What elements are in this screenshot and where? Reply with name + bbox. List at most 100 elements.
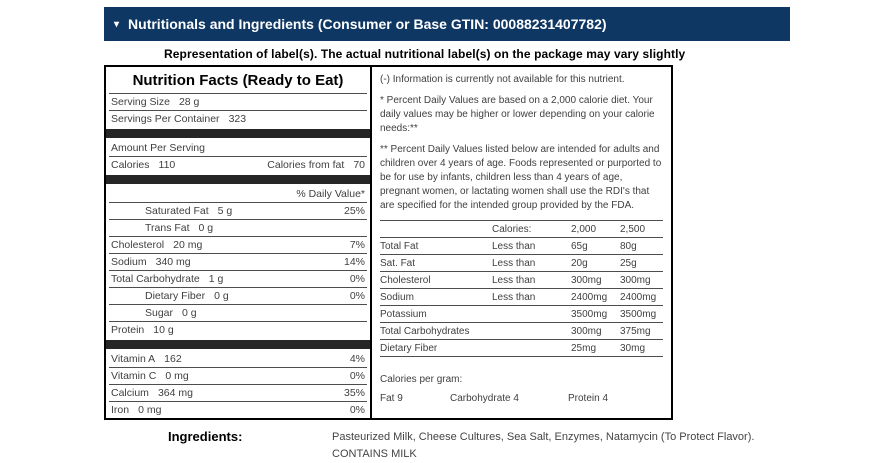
ingredients-text: Pasteurized Milk, Cheese Cultures, Sea S… (332, 431, 755, 460)
dv-value-2000: 3500mg (571, 309, 608, 320)
dv-col-2000: 2,000 (571, 224, 597, 235)
vitamin-row-vitamin-c: Vitamin C 0 mg 0% (109, 368, 367, 385)
ingredients-section: Ingredients: Pasteurized Milk, Cheese Cu… (104, 429, 790, 463)
nutrient-amount: 162 (164, 353, 182, 365)
nutrient-dv: 0% (349, 273, 365, 285)
nutrient-amount: 0 mg (138, 404, 162, 416)
dv-value-2000: 300mg (571, 326, 602, 337)
nutrient-name: Iron (111, 404, 130, 416)
dv-row-cholesterol: Cholesterol Less than 300mg 300mg (380, 272, 663, 289)
nutrient-dv: 35% (343, 387, 365, 399)
nutrient-name: Sugar (145, 307, 174, 319)
nutritionals-section: ▾ Nutritionals and Ingredients (Consumer… (104, 7, 790, 463)
nutrient-name: Dietary Fiber (145, 290, 206, 302)
nutrient-amount: 5 g (217, 205, 233, 217)
calories-per-gram-title: Calories per gram: (380, 374, 463, 385)
nutrient-amount: 10 g (153, 324, 174, 336)
calories-row: Calories 110 Calories from fat 70 (109, 157, 367, 173)
nutrient-name: Saturated Fat (145, 205, 209, 217)
nutrient-name: Serving Size (111, 96, 170, 108)
nutrient-row-total-carbohydrate: Total Carbohydrate 1 g 0% (109, 271, 367, 288)
nutrient-dv: 0% (349, 404, 365, 416)
vitamin-row-iron: Iron 0 mg 0% (109, 402, 367, 418)
nutrient-amount: 0 g (182, 307, 197, 319)
dv-qualifier: Less than (492, 258, 536, 269)
dv-value-2500: 80g (620, 241, 637, 252)
nutrient-name: Trans Fat (145, 222, 190, 234)
nutrient-dv: 0% (349, 290, 365, 302)
dv-value-2000: 65g (571, 241, 588, 252)
section-header-nutritionals[interactable]: ▾ Nutritionals and Ingredients (Consumer… (104, 7, 790, 41)
dv-value-2000: 2400mg (571, 292, 608, 303)
note-percent-dv-adults: ** Percent Daily Values listed below are… (380, 144, 662, 211)
nutrient-amount: 0 g (198, 222, 214, 234)
nutrient-row-trans-fat: Trans Fat 0 g (109, 220, 367, 237)
nutrient-name: Protein (111, 324, 145, 336)
dv-nutrient: Total Fat (380, 241, 419, 252)
nutrient-amount: 0 mg (165, 370, 189, 382)
nutrient-name: Cholesterol (111, 239, 165, 251)
nutrient-amount: 28 g (178, 96, 200, 108)
calories-from-fat-value: 70 (353, 159, 365, 171)
dv-qualifier (492, 343, 571, 354)
dv-qualifier: Less than (492, 275, 536, 286)
nutrient-amount: 0 g (214, 290, 229, 302)
dv-nutrient: Total Carbohydrates (380, 326, 470, 337)
section-title: Nutritionals and Ingredients (Consumer o… (128, 16, 607, 32)
dv-value-2500: 30mg (620, 343, 646, 354)
dv-qualifier (492, 309, 571, 320)
nutrient-name: Sodium (111, 256, 147, 268)
thick-divider-bar (106, 340, 370, 349)
ingredients-label: Ingredients: (168, 429, 243, 444)
dv-qualifier (492, 326, 571, 337)
dv-value-2000: 20g (571, 258, 588, 269)
daily-values-table: Calories: 2,000 2,500 Total Fat Less tha… (380, 220, 663, 357)
thick-divider-bar (106, 175, 370, 184)
dv-col-calories: Calories: (492, 224, 532, 235)
dv-value-2500: 375mg (620, 326, 651, 337)
nutrient-name: Calories (111, 159, 150, 171)
chevron-down-icon: ▾ (114, 18, 120, 30)
nutrient-amount: 364 mg (157, 387, 193, 399)
calories-per-gram-row: Fat 9 Carbohydrate 4 Protein 4 (380, 393, 663, 405)
dv-col-empty (380, 224, 492, 235)
dv-value-2000: 300mg (571, 275, 602, 286)
calories-per-gram-carbohydrate: Carbohydrate 4 (450, 393, 519, 404)
nutrient-dv: 14% (343, 256, 365, 268)
daily-values-panel: (-) Information is currently not availab… (372, 67, 671, 418)
dv-value-2500: 3500mg (620, 309, 657, 320)
nutrient-amount: 340 mg (155, 256, 191, 268)
dv-row-sodium: Sodium Less than 2400mg 2400mg (380, 289, 663, 306)
dv-row-sat-fat: Sat. Fat Less than 20g 25g (380, 255, 663, 272)
dv-row-total-carbohydrates: Total Carbohydrates 300mg 375mg (380, 323, 663, 340)
nutrient-name: Total Carbohydrate (111, 273, 200, 285)
dv-nutrient: Sat. Fat (380, 258, 416, 269)
dv-table-header-row: Calories: 2,000 2,500 (380, 220, 663, 238)
dv-row-dietary-fiber: Dietary Fiber 25mg 30mg (380, 340, 663, 357)
dv-qualifier: Less than (492, 241, 536, 252)
serving-size-row: Serving Size 28 g (109, 94, 367, 111)
amount-per-serving-label: Amount Per Serving (111, 142, 205, 154)
dv-qualifier: Less than (492, 292, 536, 303)
dv-row-potassium: Potassium 3500mg 3500mg (380, 306, 663, 323)
note-percent-dv: * Percent Daily Values are based on a 2,… (380, 95, 655, 134)
nutrient-name: Vitamin A (111, 353, 156, 365)
nutrient-row-protein: Protein 10 g (109, 322, 367, 338)
thick-divider-bar (106, 129, 370, 138)
calories-per-gram-protein: Protein 4 (568, 393, 609, 404)
calories-from-fat-label: Calories from fat (267, 159, 345, 171)
nutrition-facts-title: Nutrition Facts (Ready to Eat) (109, 67, 367, 94)
nutrient-amount: 1 g (208, 273, 224, 285)
label-representation-disclaimer: Representation of label(s). The actual n… (164, 47, 686, 61)
nutrition-facts-label: Nutrition Facts (Ready to Eat) Serving S… (106, 67, 372, 418)
dv-value-2500: 25g (620, 258, 637, 269)
nutrient-name: Vitamin C (111, 370, 157, 382)
nutrient-amount: 20 mg (173, 239, 203, 251)
dv-value-2500: 2400mg (620, 292, 657, 303)
nutrient-dv: 7% (349, 239, 365, 251)
nutrient-row-dietary-fiber: Dietary Fiber 0 g 0% (109, 288, 367, 305)
daily-value-header-row: % Daily Value* (109, 186, 367, 203)
note-unavailable: (-) Information is currently not availab… (380, 74, 625, 85)
dv-nutrient: Potassium (380, 309, 427, 320)
nutrient-dv: 0% (349, 370, 365, 382)
